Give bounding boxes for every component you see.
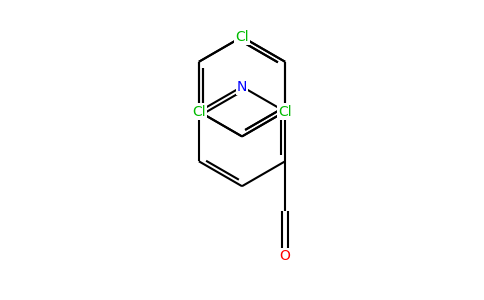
Text: O: O xyxy=(280,249,290,263)
Text: Cl: Cl xyxy=(192,104,206,118)
Text: Cl: Cl xyxy=(278,104,292,118)
Text: N: N xyxy=(237,80,247,94)
Text: Cl: Cl xyxy=(235,30,249,44)
Text: Cl: Cl xyxy=(235,30,249,44)
